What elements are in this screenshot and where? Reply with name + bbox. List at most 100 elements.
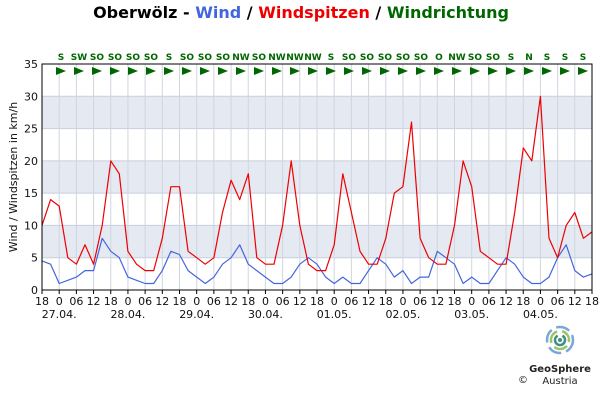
logo-ring — [545, 325, 575, 355]
direction-label: SO — [144, 53, 158, 63]
plot-frame — [41, 63, 593, 291]
direction-label: SO — [252, 53, 266, 63]
y-tick-label: 30 — [24, 90, 38, 103]
copyright: © — [518, 375, 528, 386]
y-tick-label: 5 — [31, 252, 38, 265]
direction-label: NW — [268, 53, 286, 63]
direction-arrow — [92, 67, 102, 75]
direction-arrow — [506, 67, 516, 75]
x-tick-label: 18 — [516, 295, 530, 308]
direction-label: NW — [304, 53, 322, 63]
direction-arrow — [416, 67, 426, 75]
wind-series-line — [41, 237, 593, 285]
x-tick-label: 18 — [448, 295, 462, 308]
direction-label: NW — [286, 53, 304, 63]
direction-label: SO — [216, 53, 230, 63]
x-tick-label: 0 — [537, 295, 544, 308]
x-tick-label: 18 — [104, 295, 118, 308]
direction-label: NW — [448, 53, 466, 63]
x-tick-label: 0 — [262, 295, 269, 308]
x-tick-label: 0 — [468, 295, 475, 308]
x-tick-label: 12 — [499, 295, 513, 308]
direction-label: S — [508, 53, 514, 63]
date-label: 02.05. — [385, 308, 420, 321]
y-tick-label: 0 — [31, 284, 38, 297]
x-tick-label: 0 — [56, 295, 63, 308]
direction-label: NW — [232, 53, 250, 63]
x-tick-label: 12 — [430, 295, 444, 308]
direction-label: S — [580, 53, 586, 63]
direction-label: SO — [396, 53, 410, 63]
y-tick-label: 20 — [24, 155, 38, 168]
direction-arrow — [488, 67, 498, 75]
direction-arrow — [110, 67, 120, 75]
date-label: 30.04. — [248, 308, 283, 321]
direction-label: SO — [108, 53, 122, 63]
direction-arrow — [74, 67, 84, 75]
direction-arrow — [398, 67, 408, 75]
direction-label: S — [328, 53, 334, 63]
date-label: 04.05. — [523, 308, 558, 321]
direction-label: SO — [180, 53, 194, 63]
title-location: Oberwölz — [93, 3, 177, 22]
x-tick-label: 12 — [87, 295, 101, 308]
geosphere-logo: GeoSphere© Austria — [518, 325, 591, 387]
date-label: 27.04. — [42, 308, 77, 321]
direction-label: S — [562, 53, 568, 63]
x-tick-label: 06 — [482, 295, 496, 308]
direction-label: SO — [378, 53, 392, 63]
direction-arrow — [452, 67, 462, 75]
direction-row: S SW SO SO SO SO S SO SO SO NW SO NW NW NW S SO SO SO SO SO O… — [56, 53, 588, 75]
direction-label: SO — [414, 53, 428, 63]
logo-ring — [549, 329, 571, 351]
direction-arrow — [434, 67, 444, 75]
logo-center — [558, 338, 562, 342]
direction-arrow — [128, 67, 138, 75]
title-gust: Windspitzen — [258, 3, 370, 22]
y-tick-label: 10 — [24, 219, 38, 232]
x-tick-label: 18 — [379, 295, 393, 308]
y-tick-label: 35 — [24, 58, 38, 71]
direction-arrow — [560, 67, 570, 75]
direction-label: S — [166, 53, 172, 63]
direction-label: SO — [198, 53, 212, 63]
direction-label: SW — [71, 53, 87, 63]
direction-label: S — [58, 53, 64, 63]
x-tick-label: 06 — [207, 295, 221, 308]
x-tick-label: 12 — [224, 295, 238, 308]
direction-label: SO — [90, 53, 104, 63]
direction-label: SO — [486, 53, 500, 63]
x-tick-label: 06 — [551, 295, 565, 308]
direction-label: SO — [468, 53, 482, 63]
x-tick-label: 18 — [241, 295, 255, 308]
direction-label: S — [544, 53, 550, 63]
y-axis-label: Wind / Windspitzen in km/h — [7, 102, 20, 252]
logo-ring — [553, 333, 567, 347]
x-tick-label: 06 — [276, 295, 290, 308]
direction-arrow — [290, 67, 300, 75]
direction-arrow — [380, 67, 390, 75]
direction-arrow — [326, 67, 336, 75]
direction-arrow — [308, 67, 318, 75]
direction-arrow — [218, 67, 228, 75]
direction-arrow — [272, 67, 282, 75]
x-tick-label: 18 — [35, 295, 49, 308]
x-tick-label: 0 — [331, 295, 338, 308]
x-tick-label: 18 — [173, 295, 187, 308]
title-wind: Wind — [195, 3, 241, 22]
direction-label: N — [525, 53, 533, 63]
direction-arrow — [56, 67, 66, 75]
x-tick-label: 18 — [310, 295, 324, 308]
logo-name: GeoSphere — [529, 364, 591, 375]
direction-arrow — [164, 67, 174, 75]
x-tick-label: 06 — [413, 295, 427, 308]
x-tick-label: 12 — [362, 295, 376, 308]
x-tick-label: 12 — [568, 295, 582, 308]
gust-series-line — [41, 95, 593, 272]
direction-arrow — [542, 67, 552, 75]
direction-arrow — [524, 67, 534, 75]
date-label: 03.05. — [454, 308, 489, 321]
x-tick-label: 06 — [69, 295, 83, 308]
